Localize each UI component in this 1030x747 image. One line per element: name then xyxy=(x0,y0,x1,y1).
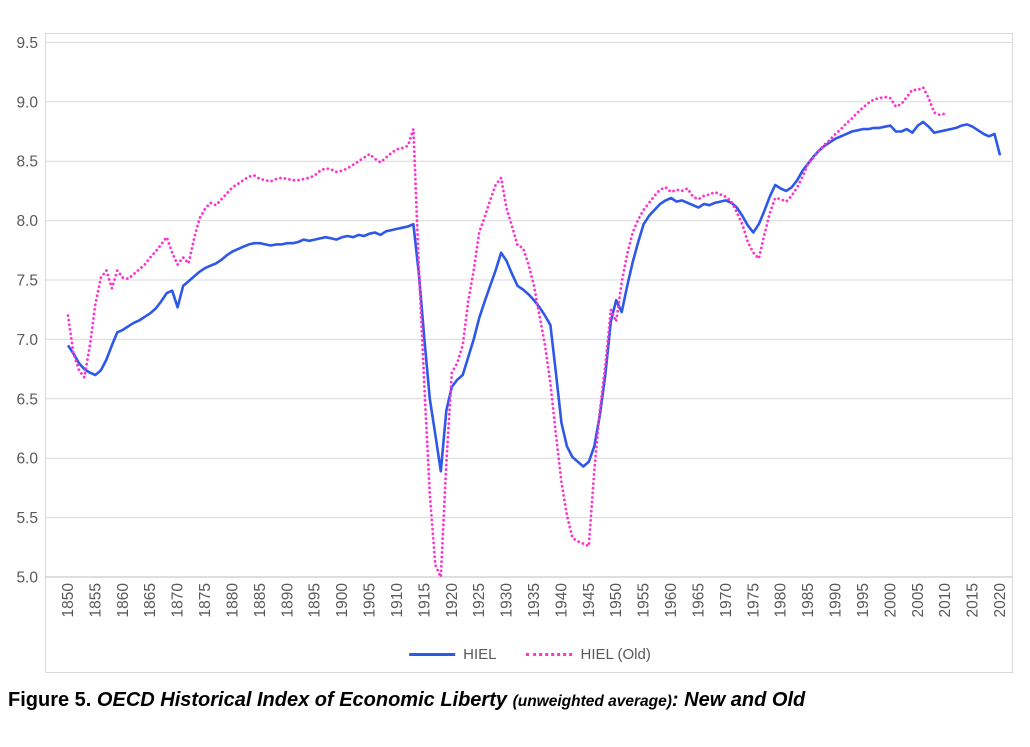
x-tick-label: 2020 xyxy=(992,583,1009,618)
x-tick-label: 1980 xyxy=(773,583,790,618)
chart-border xyxy=(45,33,1013,673)
x-tick-label: 1850 xyxy=(60,583,77,618)
caption-suffix: : New and Old xyxy=(671,689,806,711)
y-tick-label: 6.0 xyxy=(16,451,38,468)
hiel-line-sample xyxy=(409,653,456,656)
x-tick-label: 2010 xyxy=(937,583,954,618)
x-tick-label: 1855 xyxy=(87,583,104,617)
legend-item-hiel: HIEL xyxy=(409,646,497,663)
caption-figure-number: Figure 5. xyxy=(8,689,92,711)
x-tick-label: 1995 xyxy=(855,583,872,617)
legend-item-hiel-old: HIEL (Old) xyxy=(526,646,651,663)
x-tick-label: 1900 xyxy=(334,583,351,618)
x-tick-label: 1935 xyxy=(526,583,543,617)
x-tick-label: 1940 xyxy=(553,583,570,618)
legend-label-hiel: HIEL xyxy=(463,646,497,663)
x-tick-label: 1990 xyxy=(828,583,845,618)
hiel-old-line-sample xyxy=(526,653,573,656)
y-tick-label: 5.5 xyxy=(16,510,38,527)
x-tick-label: 1925 xyxy=(471,583,488,617)
x-tick-label: 1960 xyxy=(663,583,680,618)
caption-parenthetical: (unweighted average) xyxy=(512,693,672,710)
x-tick-label: 1860 xyxy=(115,583,132,618)
x-tick-label: 1955 xyxy=(636,583,653,617)
y-tick-label: 7.5 xyxy=(16,273,38,290)
hiel-old-line xyxy=(66,86,947,579)
x-tick-label: 2000 xyxy=(882,583,899,618)
x-tick-label: 1875 xyxy=(197,583,214,617)
x-tick-label: 1920 xyxy=(444,583,461,618)
y-tick-label: 9.0 xyxy=(16,94,38,111)
x-tick-label: 1910 xyxy=(389,583,406,618)
x-tick-label: 2015 xyxy=(965,583,982,617)
chart-legend: HIEL HIEL (Old) xyxy=(409,646,651,663)
x-tick-label: 1880 xyxy=(224,583,241,618)
x-tick-label: 2005 xyxy=(910,583,927,617)
x-tick-label: 1915 xyxy=(416,583,433,617)
x-tick-label: 1865 xyxy=(142,583,159,617)
y-tick-label: 8.0 xyxy=(16,213,38,230)
y-tick-label: 6.5 xyxy=(16,391,38,408)
legend-label-hiel-old: HIEL (Old) xyxy=(580,646,651,663)
x-tick-label: 1890 xyxy=(279,583,296,618)
y-tick-label: 5.0 xyxy=(16,570,38,587)
x-tick-label: 1905 xyxy=(362,583,379,617)
x-tick-label: 1870 xyxy=(170,583,187,618)
x-tick-label: 1975 xyxy=(745,583,762,617)
x-tick-label: 1965 xyxy=(690,583,707,617)
x-tick-label: 1930 xyxy=(499,583,516,618)
x-tick-label: 1895 xyxy=(307,583,324,617)
y-tick-label: 9.5 xyxy=(16,35,38,52)
x-tick-label: 1985 xyxy=(800,583,817,617)
caption-title: OECD Historical Index of Economic Libert… xyxy=(96,689,507,711)
x-tick-label: 1970 xyxy=(718,583,735,618)
figure-caption: Figure 5. OECD Historical Index of Econo… xyxy=(8,688,1018,712)
x-tick-label: 1885 xyxy=(252,583,269,617)
x-tick-label: 1950 xyxy=(608,583,625,618)
y-tick-label: 7.0 xyxy=(16,332,38,349)
y-tick-label: 8.5 xyxy=(16,154,38,171)
x-tick-label: 1945 xyxy=(581,583,598,617)
hiel-line xyxy=(66,120,1002,473)
